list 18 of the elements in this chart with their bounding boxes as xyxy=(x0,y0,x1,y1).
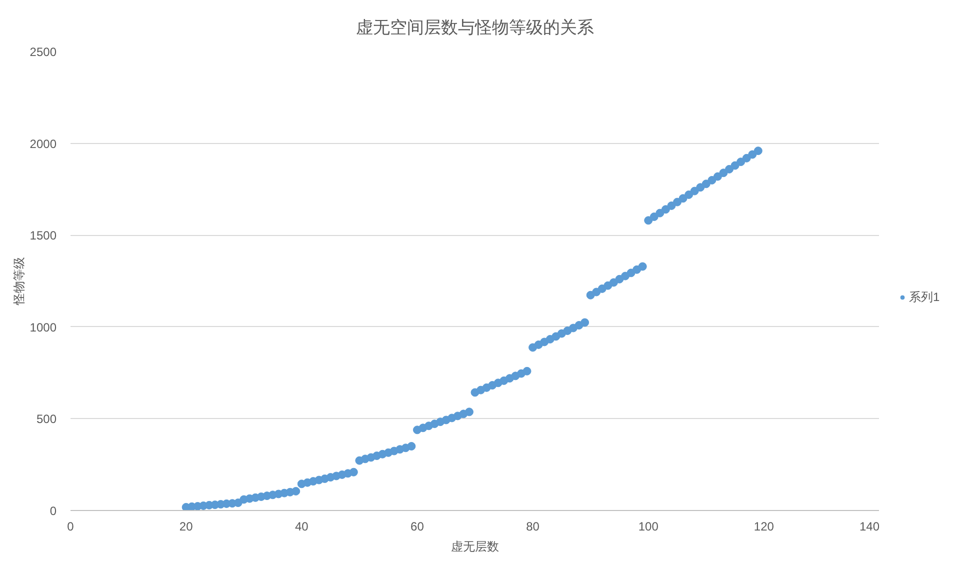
x-tick-label: 80 xyxy=(526,520,540,534)
y-axis-title: 怪物等级 xyxy=(12,257,26,306)
y-tick-label: 2500 xyxy=(30,45,57,59)
y-tick-label: 2000 xyxy=(30,136,57,151)
y-tick-label: 1500 xyxy=(30,228,57,243)
legend-label: 系列1 xyxy=(909,288,940,306)
x-tick-label: 40 xyxy=(294,520,309,534)
x-axis-title: 虚无层数 xyxy=(451,540,499,554)
y-tick-label: 0 xyxy=(50,504,57,518)
x-tick-label: 20 xyxy=(179,520,194,534)
x-tick-label: 140 xyxy=(859,520,880,534)
x-tick-label: 100 xyxy=(638,520,659,534)
x-tick-label: 0 xyxy=(67,520,74,534)
y-tick-label: 500 xyxy=(36,412,57,426)
y-tick-label: 1000 xyxy=(30,320,57,334)
x-tick-label: 60 xyxy=(410,520,424,534)
x-tick-label: 120 xyxy=(754,520,774,534)
chart-title: 虚无空间层数与怪物等级的关系 xyxy=(356,18,594,37)
